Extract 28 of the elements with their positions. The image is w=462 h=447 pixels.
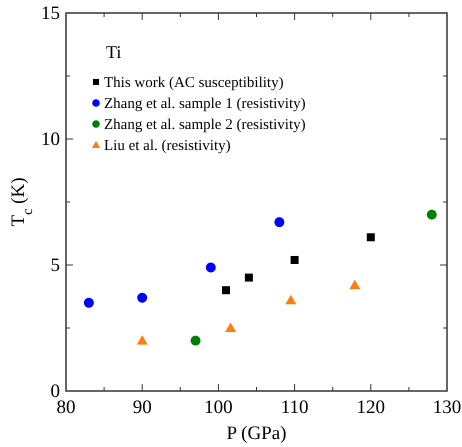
legend-label: This work (AC susceptibility) [104,75,284,91]
point [244,274,253,282]
y-tick-label: 5 [50,255,60,276]
legend-label: Zhang et al. sample 1 (resistivity) [104,96,306,112]
point [190,336,201,346]
y-tick-label: 15 [41,3,60,24]
x-axis-title: P (GPa) [226,423,286,444]
point [222,286,230,294]
x-tick-label: 130 [432,397,462,418]
point [366,233,375,242]
point [290,256,299,264]
point [137,292,148,303]
x-tick-label: 90 [132,397,152,418]
y-tick-label: 10 [41,129,60,150]
legend-title: Ti [106,42,122,62]
x-tick-label: 120 [356,397,386,418]
point [349,280,360,290]
point [206,262,216,273]
point [285,294,296,304]
point [225,322,236,332]
point [84,298,94,308]
x-tick-label: 100 [204,397,233,418]
point [274,217,284,228]
point [136,335,148,345]
legend-label: Zhang et al. sample 2 (resistivity) [104,117,306,133]
x-tick-label: 110 [280,397,308,418]
legend-label: Liu et al. (resistivity) [104,138,231,154]
point [426,210,437,220]
